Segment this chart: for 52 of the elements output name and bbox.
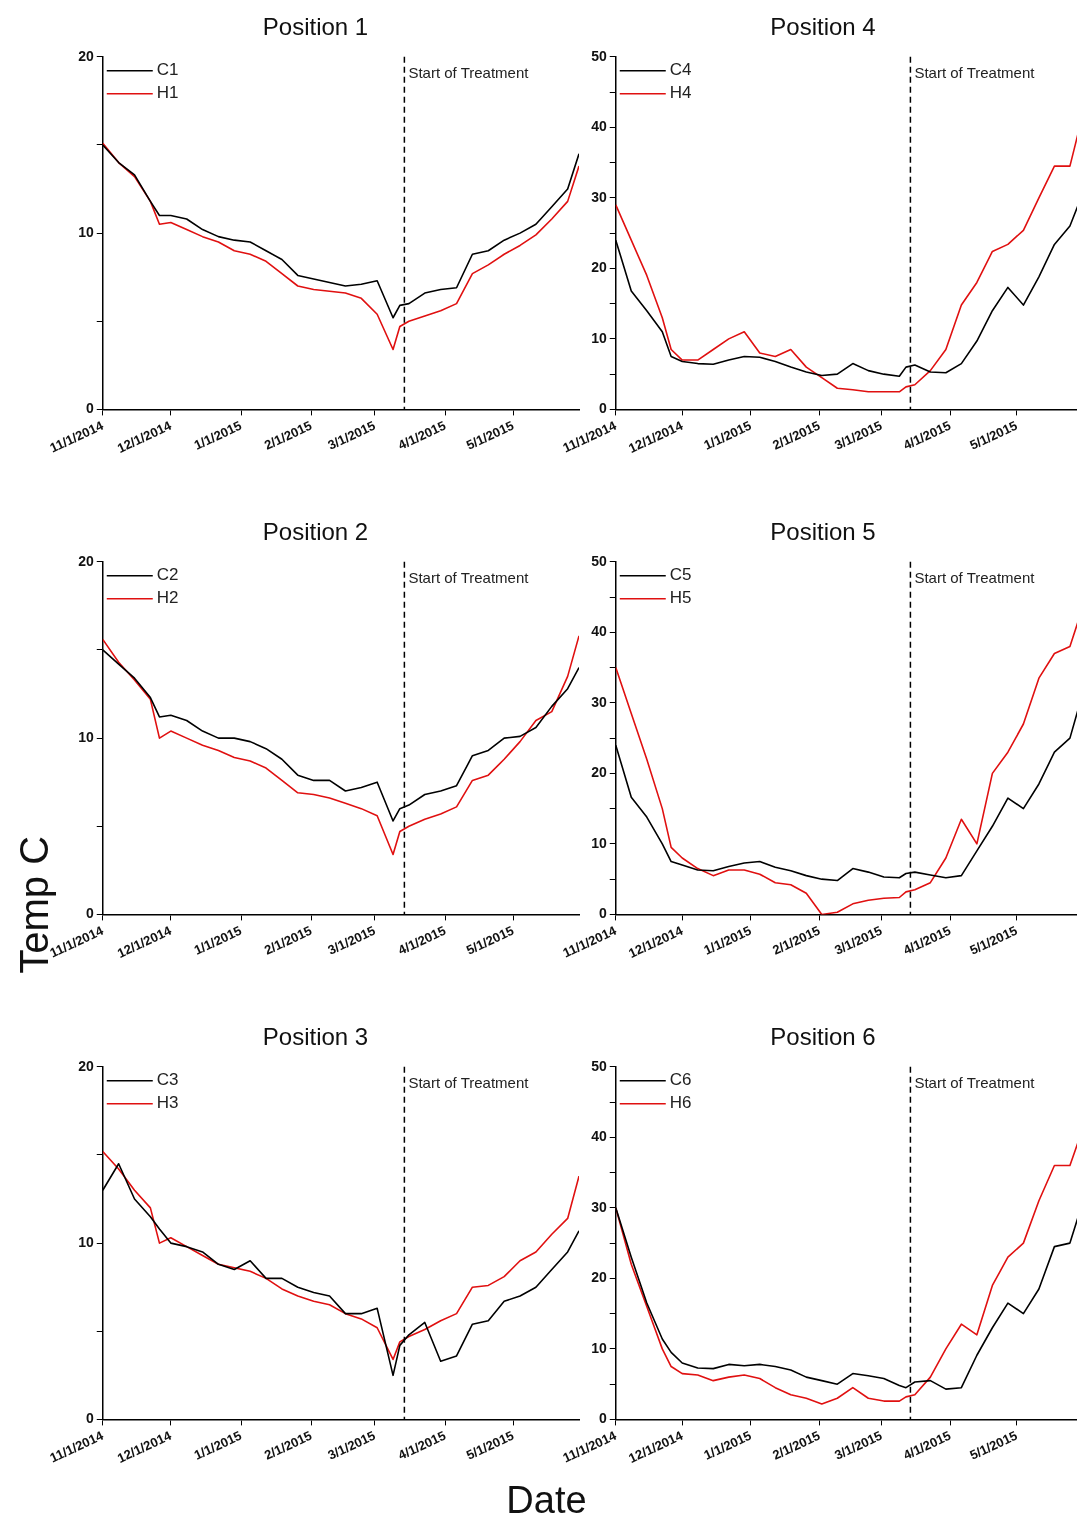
ref-line-label: Start of Treatment: [408, 64, 530, 82]
y-tick-label: 40: [591, 118, 607, 135]
chart-title: Position 6: [770, 1023, 876, 1051]
y-tick-label: 50: [591, 1057, 607, 1074]
y-tick-label: 10: [591, 834, 607, 851]
legend-label: H1: [156, 83, 179, 103]
chart-title: Position 4: [770, 13, 876, 41]
chart-title: Position 3: [262, 1023, 369, 1051]
y-tick-label: 10: [78, 728, 94, 745]
y-tick-label: 20: [591, 1269, 607, 1286]
y-tick-label: 40: [591, 623, 607, 640]
y-tick-label: 10: [591, 329, 607, 346]
ref-line-label: Start of Treatment: [914, 1074, 1036, 1092]
legend-label: H6: [669, 1093, 692, 1113]
y-tick-label: 20: [591, 764, 607, 781]
y-tick-label: 30: [591, 188, 607, 205]
legend-label: C2: [156, 565, 179, 585]
y-tick-label: 50: [591, 47, 607, 64]
y-tick-label: 0: [85, 1410, 94, 1427]
y-tick-label: 0: [598, 905, 607, 922]
x-axis-title: Date: [505, 1478, 588, 1516]
legend-label: H5: [669, 588, 692, 608]
ref-line-label: Start of Treatment: [914, 569, 1036, 587]
legend-label: H3: [156, 1093, 179, 1113]
chart-title: Position 5: [770, 518, 876, 546]
y-tick-label: 20: [78, 552, 94, 569]
y-tick-label: 10: [78, 1233, 94, 1250]
ref-line-label: Start of Treatment: [408, 569, 530, 587]
y-tick-label: 10: [78, 223, 94, 240]
ref-line-label: Start of Treatment: [914, 64, 1036, 82]
y-tick-label: 0: [85, 905, 94, 922]
ref-line-label: Start of Treatment: [408, 1074, 530, 1092]
chart-title: Position 2: [262, 518, 369, 546]
y-tick-label: 50: [591, 552, 607, 569]
y-tick-label: 10: [591, 1339, 607, 1356]
legend-label: C4: [669, 60, 692, 80]
legend-label: C1: [156, 60, 179, 80]
y-tick-label: 20: [78, 1057, 94, 1074]
y-tick-label: 0: [598, 1410, 607, 1427]
y-tick-label: 30: [591, 693, 607, 710]
y-tick-label: 20: [78, 47, 94, 64]
y-tick-label: 0: [85, 400, 94, 417]
y-tick-label: 0: [598, 400, 607, 417]
legend-label: C6: [669, 1070, 692, 1090]
y-tick-label: 20: [591, 259, 607, 276]
legend-label: H2: [156, 588, 179, 608]
legend-label: H4: [669, 83, 692, 103]
legend-label: C5: [669, 565, 692, 585]
y-tick-label: 30: [591, 1198, 607, 1215]
chart-title: Position 1: [262, 13, 369, 41]
legend-label: C3: [156, 1070, 179, 1090]
y-tick-label: 40: [591, 1128, 607, 1145]
